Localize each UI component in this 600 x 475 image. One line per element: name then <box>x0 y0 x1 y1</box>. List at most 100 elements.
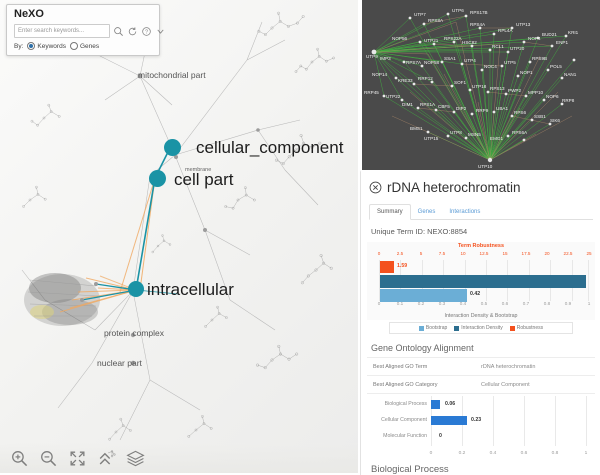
axis-tick: 20 <box>544 251 550 256</box>
chart-legend: Bootstrap Interaction Density Robustness <box>389 322 573 334</box>
svg-text:RPS9B: RPS9B <box>532 56 547 61</box>
svg-text:CBF5: CBF5 <box>438 104 450 109</box>
bar-bootstrap <box>380 289 467 302</box>
go-bar-value: 0 <box>439 433 442 439</box>
axis-tick: 2.5 <box>396 251 404 256</box>
search-icon[interactable] <box>113 26 124 37</box>
axis-tick: 0.2 <box>417 301 425 306</box>
fit-screen-icon[interactable] <box>68 449 87 468</box>
chevron-down-icon[interactable] <box>155 26 166 37</box>
gene-ontology-alignment-heading: Gene Ontology Alignment <box>371 343 474 353</box>
svg-text:KRE33: KRE33 <box>398 78 413 83</box>
axis-tick: 0.3 <box>438 301 446 306</box>
zoom-out-icon[interactable] <box>39 449 58 468</box>
radio-keywords[interactable]: Keywords <box>27 42 66 50</box>
filter-by-row[interactable]: By: Keywords Genes <box>14 42 99 50</box>
go-bar <box>431 416 467 425</box>
term-info-panel[interactable]: rDNA heterochromatin Summary Genes Inter… <box>360 170 600 475</box>
svg-text:MPP10: MPP10 <box>528 90 544 95</box>
chart-xlabel: Interaction Density & Bootstrap <box>444 313 518 319</box>
svg-text:?: ? <box>145 29 148 35</box>
tree-node-cellular-component[interactable] <box>164 139 181 156</box>
svg-text:SOF1: SOF1 <box>454 80 466 85</box>
gene-network-panel[interactable]: UTP9 UTP7 RPS8A UTP6 RPS17B RPS4A RPL4A UTP13… <box>360 0 600 170</box>
page-title: rDNA heterochromatin <box>387 180 521 195</box>
tab-genes[interactable]: Genes <box>417 209 436 215</box>
svg-text:RCL1: RCL1 <box>492 44 504 49</box>
info-title-row: rDNA heterochromatin <box>361 172 600 199</box>
svg-text:RRP12: RRP12 <box>418 76 433 81</box>
axis-tick: 0 <box>429 451 433 456</box>
info-tabs[interactable]: Summary Genes Interactions <box>369 204 593 220</box>
svg-text:NOP4: NOP4 <box>528 36 541 41</box>
axis-tick: 0.6 <box>501 301 509 306</box>
svg-text:BMS1: BMS1 <box>410 126 423 131</box>
bar-value-bootstrap: 0.42 <box>470 291 481 297</box>
svg-text:RRP45: RRP45 <box>364 90 379 95</box>
svg-text:NOP14: NOP14 <box>372 72 388 77</box>
svg-text:BUD21: BUD21 <box>542 32 557 37</box>
ontology-tree-graph[interactable] <box>0 0 358 473</box>
svg-text:UTP15: UTP15 <box>424 136 439 141</box>
tab-interactions[interactable]: Interactions <box>449 209 481 215</box>
svg-text:RPS1A: RPS1A <box>420 102 436 107</box>
svg-text:RRP8: RRP8 <box>562 98 575 103</box>
svg-text:UTP20: UTP20 <box>510 46 525 51</box>
svg-text:UTP8: UTP8 <box>450 130 462 135</box>
svg-text:RPS6: RPS6 <box>514 110 526 115</box>
tab-summary[interactable]: Summary <box>369 204 411 220</box>
radio-keywords-input[interactable] <box>27 42 36 50</box>
network-edges-brown <box>373 15 573 161</box>
svg-text:UTP6: UTP6 <box>452 8 464 13</box>
tree-fractal-clusters <box>22 11 335 441</box>
axis-tick: 25 <box>586 251 592 256</box>
gene-ontology-alignment-table: Best Aligned GO Term rDNA heterochromati… <box>367 357 595 394</box>
go-row-biological-process: Biological Process 0.06 <box>367 398 591 411</box>
radio-genes[interactable]: Genes <box>69 42 99 50</box>
tree-node-intracellular[interactable] <box>128 281 144 297</box>
search-panel[interactable]: NeXO Enter search keywords... ? <box>6 4 164 56</box>
layers-icon[interactable] <box>126 449 145 468</box>
tree-toolbar[interactable] <box>0 443 358 473</box>
legend-item-interaction-density: Interaction Density <box>454 325 503 331</box>
svg-text:RPL4A: RPL4A <box>498 28 513 33</box>
legend-swatch <box>454 325 460 331</box>
svg-text:RPS17B: RPS17B <box>470 10 488 15</box>
search-row[interactable]: Enter search keywords... ? <box>14 24 166 38</box>
svg-text:SSA1: SSA1 <box>444 56 456 61</box>
radio-genes-input[interactable] <box>69 42 78 50</box>
axis-tick: 0.8 <box>551 451 559 456</box>
tree-node-cell-part[interactable] <box>149 170 166 187</box>
help-icon[interactable]: ? <box>141 26 152 37</box>
filter-by-label: By: <box>14 42 24 50</box>
go-bar-value: 0.06 <box>445 401 456 407</box>
svg-text:NOC4: NOC4 <box>484 64 497 69</box>
search-input[interactable]: Enter search keywords... <box>14 24 110 38</box>
biological-process-heading: Biological Process <box>371 464 449 475</box>
svg-text:HSC82: HSC82 <box>462 40 477 45</box>
axis-tick: 17.5 <box>521 251 531 256</box>
svg-text:NOP6: NOP6 <box>546 94 559 99</box>
axis-tick: 0.6 <box>520 451 528 456</box>
network-nodes <box>371 12 576 163</box>
svg-text:UTP4: UTP4 <box>464 58 476 63</box>
legend-item-bootstrap: Bootstrap <box>418 325 447 331</box>
unique-term-id: Unique Term ID: NEXO:8854 <box>371 227 468 236</box>
refresh-icon[interactable] <box>127 26 138 37</box>
close-icon[interactable] <box>369 181 382 194</box>
ontology-tree-panel[interactable]: cellular_component cell part intracellul… <box>0 0 358 473</box>
axis-tick: 12.5 <box>479 251 489 256</box>
svg-text:UTP10: UTP10 <box>478 164 493 169</box>
svg-text:KRI1: KRI1 <box>568 30 579 35</box>
svg-text:NOP56: NOP56 <box>392 36 408 41</box>
axis-tick: 22.5 <box>563 251 573 256</box>
svg-text:RPS4A: RPS4A <box>470 22 486 27</box>
zoom-in-icon[interactable] <box>10 449 29 468</box>
svg-text:UTP18: UTP18 <box>472 84 487 89</box>
collapse-icon[interactable] <box>97 449 116 468</box>
svg-text:UTP21: UTP21 <box>424 38 439 43</box>
axis-tick: 0 <box>377 251 381 256</box>
axis-tick: 7.5 <box>438 251 446 256</box>
